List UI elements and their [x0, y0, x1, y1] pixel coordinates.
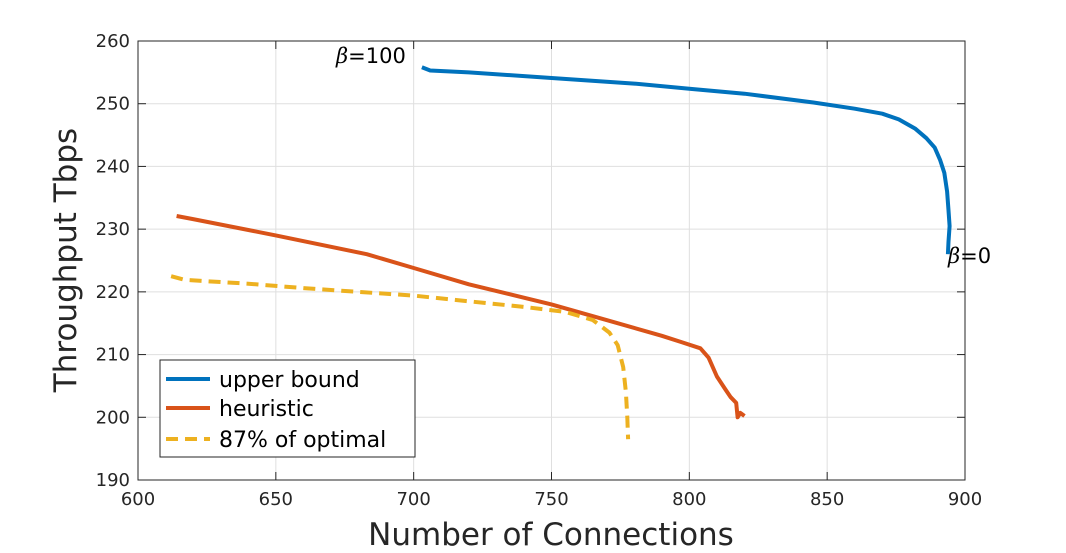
- x-axis-title: Number of Connections: [368, 517, 734, 553]
- x-tick-label: 700: [396, 489, 430, 510]
- x-tick-label: 800: [672, 489, 706, 510]
- legend-label-upper-bound: upper bound: [219, 368, 360, 393]
- annotation-beta-100: β=100: [335, 44, 406, 68]
- series-lines: [170, 65, 952, 440]
- y-tick-label: 200: [96, 407, 130, 428]
- annotations: β=100 β=0: [335, 44, 991, 268]
- y-tick-label: 240: [96, 156, 130, 177]
- y-axis-title: Throughput Tbps: [48, 128, 84, 393]
- y-tick-label: 230: [96, 219, 130, 240]
- y-tick-label: 210: [96, 345, 130, 366]
- series-line-heuristic: [176, 214, 746, 420]
- y-tick-label: 260: [96, 31, 130, 52]
- x-tick-label: 600: [121, 489, 155, 510]
- legend-label-87-percent-optimal: 87% of optimal: [219, 428, 386, 453]
- series-line-87-of-optimal: [170, 274, 631, 440]
- legend: upper bound heuristic 87% of optimal: [159, 359, 416, 458]
- x-tick-label: 900: [948, 489, 982, 510]
- legend-label-heuristic: heuristic: [219, 397, 314, 422]
- series-line-upper-bound: [421, 65, 952, 255]
- x-tick-label: 650: [259, 489, 293, 510]
- x-tick-label: 750: [534, 489, 568, 510]
- y-tick-label: 190: [96, 470, 130, 491]
- y-tick-label: 250: [96, 94, 130, 115]
- axis-ticks: 600 650 700 750 800 850 900 190 200 210 220 230 240 2…: [96, 31, 983, 510]
- annotation-beta-0: β=0: [947, 244, 991, 268]
- x-tick-label: 850: [810, 489, 844, 510]
- y-tick-label: 220: [96, 282, 130, 303]
